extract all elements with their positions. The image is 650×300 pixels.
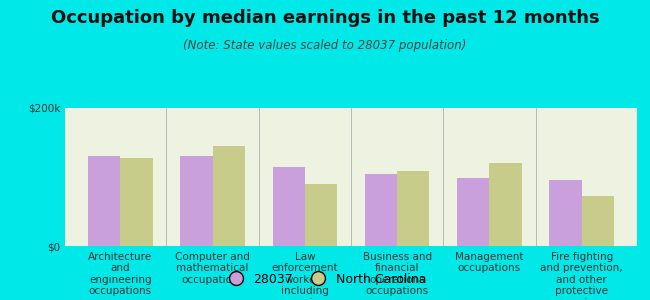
- Bar: [549, 180, 582, 246]
- Bar: [582, 196, 614, 246]
- Bar: [88, 156, 120, 246]
- Bar: [457, 178, 489, 246]
- Bar: [489, 163, 522, 246]
- Bar: [397, 172, 430, 246]
- Text: (Note: State values scaled to 28037 population): (Note: State values scaled to 28037 popu…: [183, 39, 467, 52]
- Bar: [120, 158, 153, 246]
- Bar: [305, 184, 337, 246]
- Bar: [213, 146, 245, 246]
- Text: Occupation by median earnings in the past 12 months: Occupation by median earnings in the pas…: [51, 9, 599, 27]
- Bar: [272, 167, 305, 246]
- Bar: [365, 173, 397, 246]
- Bar: [180, 156, 213, 246]
- Legend: 28037, North Carolina: 28037, North Carolina: [218, 268, 432, 291]
